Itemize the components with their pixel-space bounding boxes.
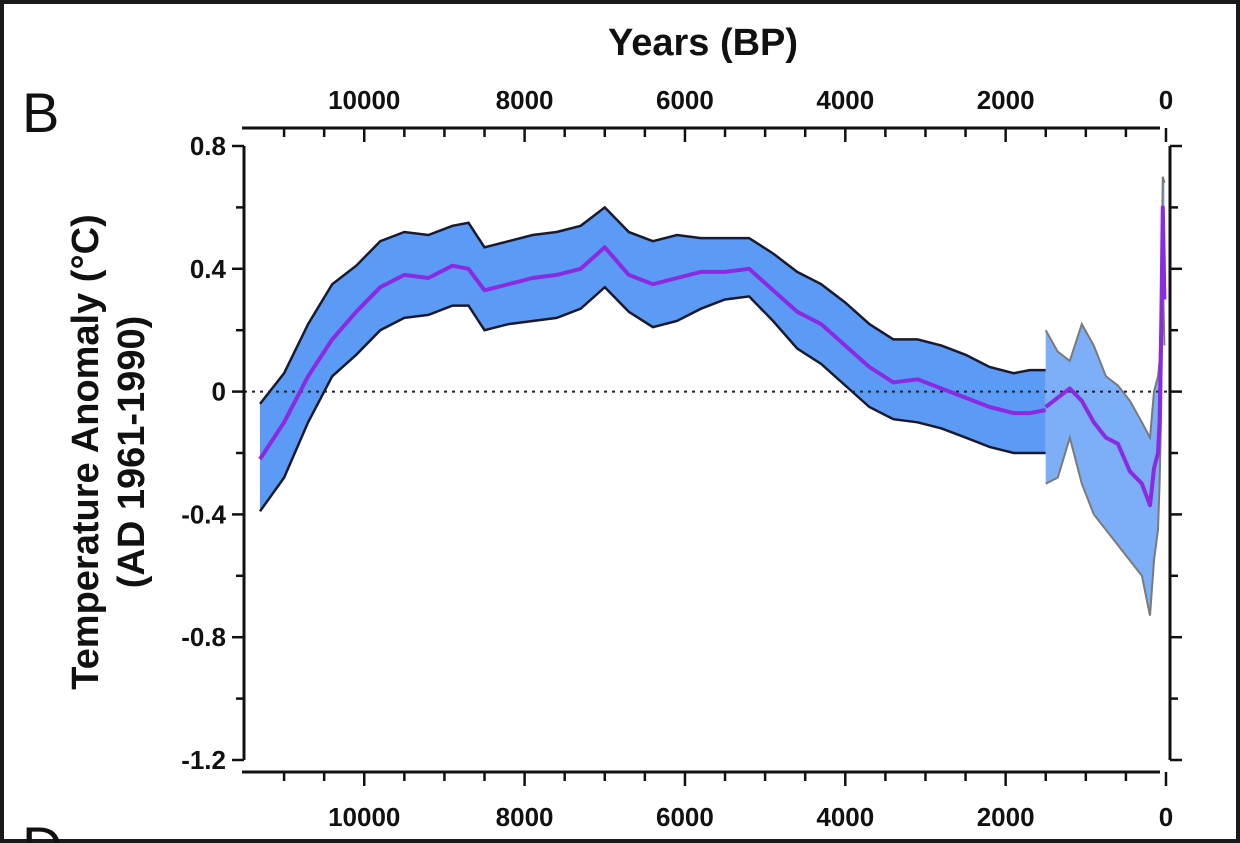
y-tick-label: -0.8	[181, 622, 226, 652]
y-tick-label: 0.4	[190, 254, 227, 284]
y-axis-title-line1: Temperature Anomaly (°C)	[65, 214, 107, 690]
x-top-tick-label: 8000	[496, 85, 554, 115]
holocene-upper-bound-line	[259, 205, 1046, 405]
x-bottom-tick-label: 0	[1159, 802, 1173, 832]
x-top-tick-label: 10000	[328, 85, 400, 115]
x-bottom-tick-label: 8000	[496, 802, 554, 832]
x-top-tick-label: 4000	[816, 85, 874, 115]
x-top-tick-label: 6000	[656, 85, 714, 115]
y-axis-title-line2: (AD 1961-1990)	[111, 316, 153, 588]
x-bottom-tick-label: 4000	[816, 802, 874, 832]
x-bottom-tick-label: 2000	[977, 802, 1035, 832]
x-axis-title: Years (BP)	[608, 22, 798, 64]
y-tick-label: 0.8	[190, 131, 226, 161]
recent-mean-line	[1044, 205, 1167, 508]
x-top-tick-label: 0	[1159, 85, 1173, 115]
y-tick-label: 0	[212, 377, 226, 407]
holocene-uncertainty-band	[260, 207, 1046, 512]
y-tick-label: -1.2	[181, 745, 226, 775]
x-bottom-tick-label: 10000	[328, 802, 400, 832]
x-top-tick-label: 2000	[977, 85, 1035, 115]
panel-letter: B	[22, 81, 59, 144]
axes: 10000 10000 8000 8000 6000 6000 4000 4000 2000 20…	[181, 85, 1182, 832]
next-panel-letter: D	[22, 815, 62, 843]
recent-uncertainty-band	[1045, 176, 1165, 616]
y-tick-label: -0.4	[181, 499, 226, 529]
x-bottom-tick-label: 6000	[656, 802, 714, 832]
plot-area	[244, 176, 1170, 616]
holocene-lower-bound-line	[258, 285, 1046, 513]
holocene-mean-line	[258, 245, 1047, 461]
